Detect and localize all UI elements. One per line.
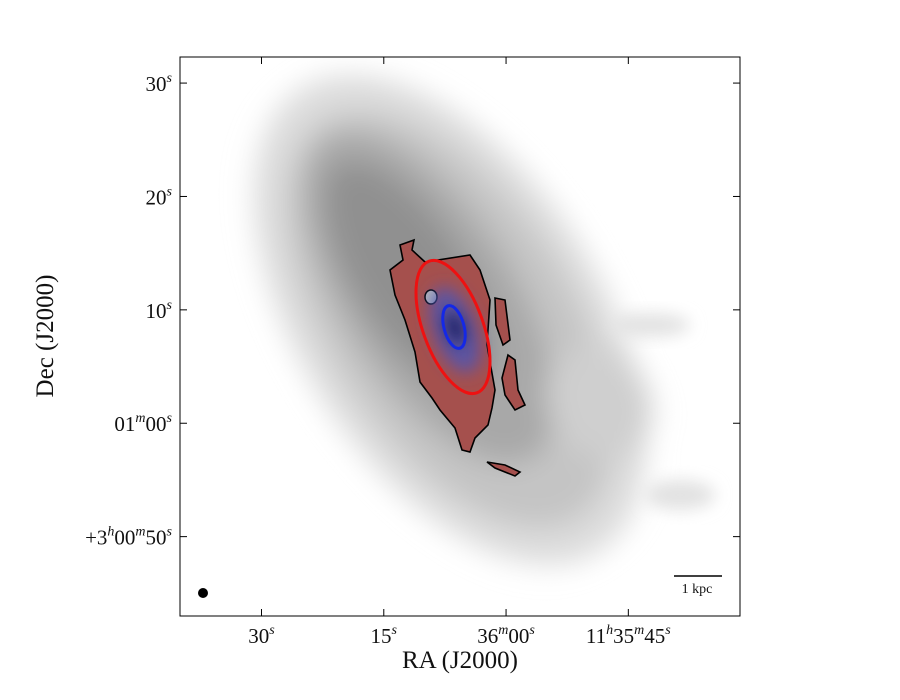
contour-region <box>494 297 511 347</box>
x-tick-label: 11h35m45s <box>586 623 671 648</box>
plot-frame <box>179 56 741 617</box>
beam <box>198 588 208 598</box>
contour-region <box>501 353 527 412</box>
x-tick-label: 36m00s <box>477 623 535 648</box>
red-ellipse <box>414 258 492 396</box>
y-tick-label: 20s <box>146 184 173 209</box>
y-tick-label: 30s <box>146 71 173 96</box>
x-axis-label: RA (J2000) <box>402 647 518 674</box>
x-tick-label: 30s <box>248 623 275 648</box>
contour-region <box>486 461 522 477</box>
scale-bar-label: 1 kpc <box>682 582 713 597</box>
y-axis-label: Dec (J2000) <box>32 275 59 398</box>
y-tick-label: +3h00m50s <box>85 525 172 550</box>
x-tick-label: 15s <box>371 623 398 648</box>
blue-ellipse <box>441 304 467 350</box>
y-tick-label: 10s <box>146 298 173 323</box>
y-tick-label: 01m00s <box>114 411 172 436</box>
galaxy-image: 1 kpc <box>198 75 722 598</box>
